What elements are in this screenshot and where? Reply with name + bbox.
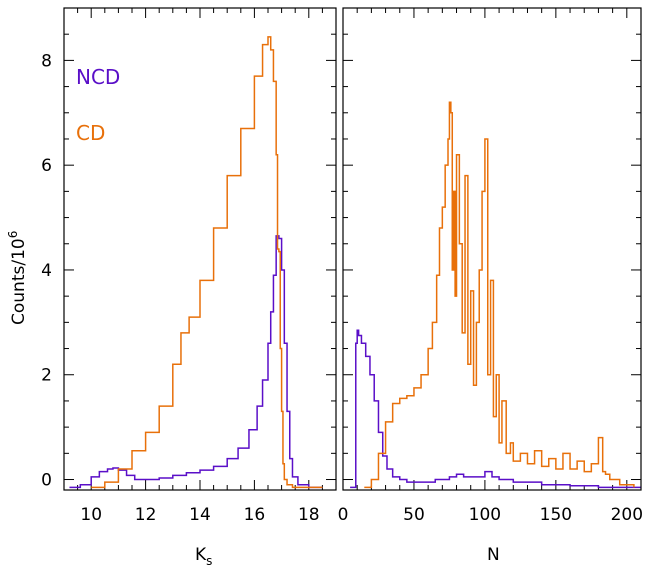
y-tick-label: 4 <box>41 261 52 281</box>
series-line-cd <box>91 36 323 489</box>
x-tick-label: 12 <box>135 505 157 525</box>
x-tick-label: 14 <box>189 505 211 525</box>
left-panel: 10 12 14 16 18 0 2 4 6 8 Ks Counts/106 NCD CD <box>6 7 337 568</box>
series-line-ncd <box>69 235 323 489</box>
y-tick-label: 0 <box>41 471 52 491</box>
legend-ncd: NCD <box>76 65 120 89</box>
right-axis-frame <box>342 7 642 491</box>
x-tick-label: 200 <box>611 505 643 525</box>
x-tick-label: 18 <box>298 505 320 525</box>
series-line-ncd <box>350 329 641 489</box>
x-tick-label: 16 <box>244 505 266 525</box>
x-tick-label: 100 <box>469 505 501 525</box>
right-panel: 0 50 100 150 200 N <box>338 7 643 565</box>
legend-cd: CD <box>76 121 105 145</box>
y-tick-label: 8 <box>41 51 52 71</box>
y-tick-label: 2 <box>41 366 52 386</box>
left-x-axis-label: Ks <box>195 545 212 568</box>
left-axis-frame <box>63 7 337 491</box>
series-line-cd <box>364 101 635 489</box>
x-tick-label: 150 <box>540 505 572 525</box>
y-axis-label: Counts/106 <box>6 231 29 325</box>
x-tick-label: 50 <box>403 505 425 525</box>
y-tick-label: 6 <box>41 156 52 176</box>
x-tick-label: 0 <box>338 505 349 525</box>
x-tick-label: 10 <box>80 505 102 525</box>
right-x-axis-label: N <box>487 545 500 565</box>
